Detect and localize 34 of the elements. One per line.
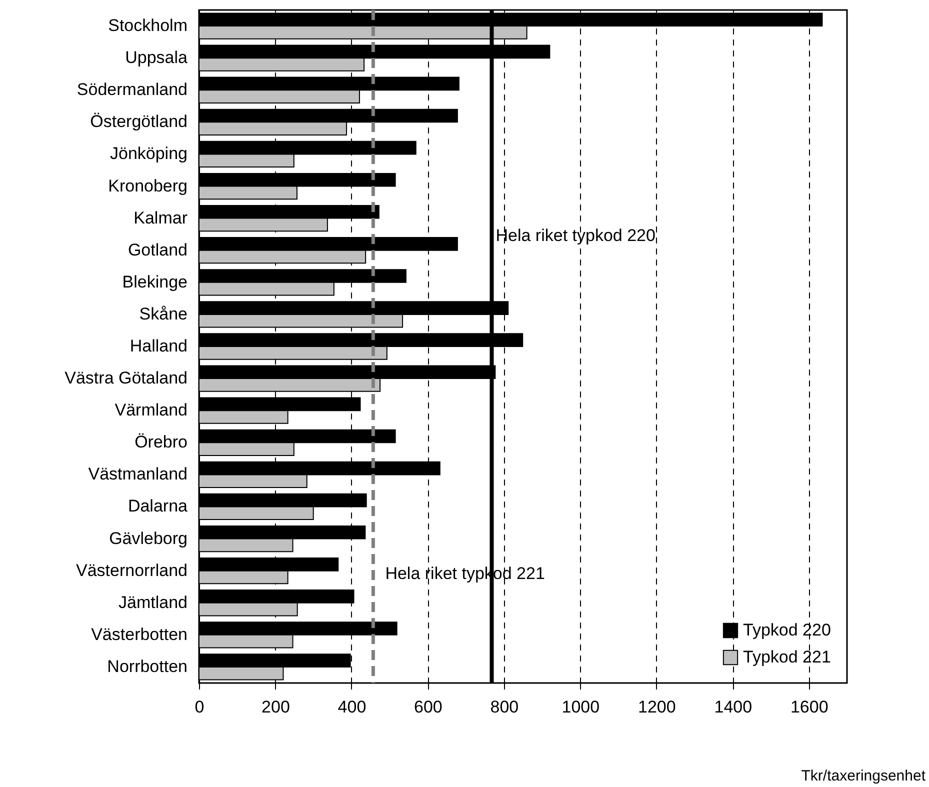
y-tick-label: Halland: [130, 336, 188, 356]
x-tick-label: 1400: [714, 698, 752, 716]
x-tick-label: 0: [194, 698, 204, 716]
y-tick-label: Västerbotten: [91, 624, 188, 644]
y-tick-label: Uppsala: [125, 48, 188, 68]
y-tick-label: Värmland: [114, 400, 188, 420]
y-tick-label: Södermanland: [76, 80, 188, 100]
x-tick-label: 1200: [638, 698, 676, 716]
y-tick-label: Skåne: [139, 304, 188, 324]
y-tick-label: Gotland: [128, 240, 188, 260]
x-tick-label: 200: [262, 698, 290, 716]
y-tick-label: Västra Götaland: [64, 368, 188, 388]
x-tick-label: 400: [338, 698, 366, 716]
x-axis-title: Tkr/taxeringsenhet: [801, 768, 926, 784]
y-tick-label: Stockholm: [108, 16, 188, 36]
y-tick-label: Kalmar: [134, 208, 188, 228]
y-tick-label: Blekinge: [122, 272, 188, 292]
y-tick-label: Gävleborg: [109, 528, 188, 548]
y-tick-label: Jämtland: [118, 592, 188, 612]
ref-line-label: Hela riket typkod 220: [496, 226, 656, 246]
y-tick-label: Östergötland: [90, 112, 188, 132]
x-tick-label: 1000: [562, 698, 600, 716]
y-tick-label: Västernorrland: [76, 560, 188, 580]
y-tick-label: Dalarna: [128, 496, 188, 516]
y-tick-label: Västmanland: [88, 464, 188, 484]
y-tick-label: Örebro: [134, 432, 188, 452]
legend-label: Typkod 221: [743, 648, 831, 666]
legend-label: Typkod 220: [743, 620, 831, 640]
y-tick-label: Jönköping: [110, 144, 188, 164]
x-tick-label: 1600: [790, 698, 828, 716]
y-tick-label: Kronoberg: [108, 176, 188, 196]
x-tick-label: 800: [490, 698, 519, 716]
x-tick-label: 600: [414, 698, 442, 716]
y-tick-label: Norrbotten: [107, 656, 188, 676]
